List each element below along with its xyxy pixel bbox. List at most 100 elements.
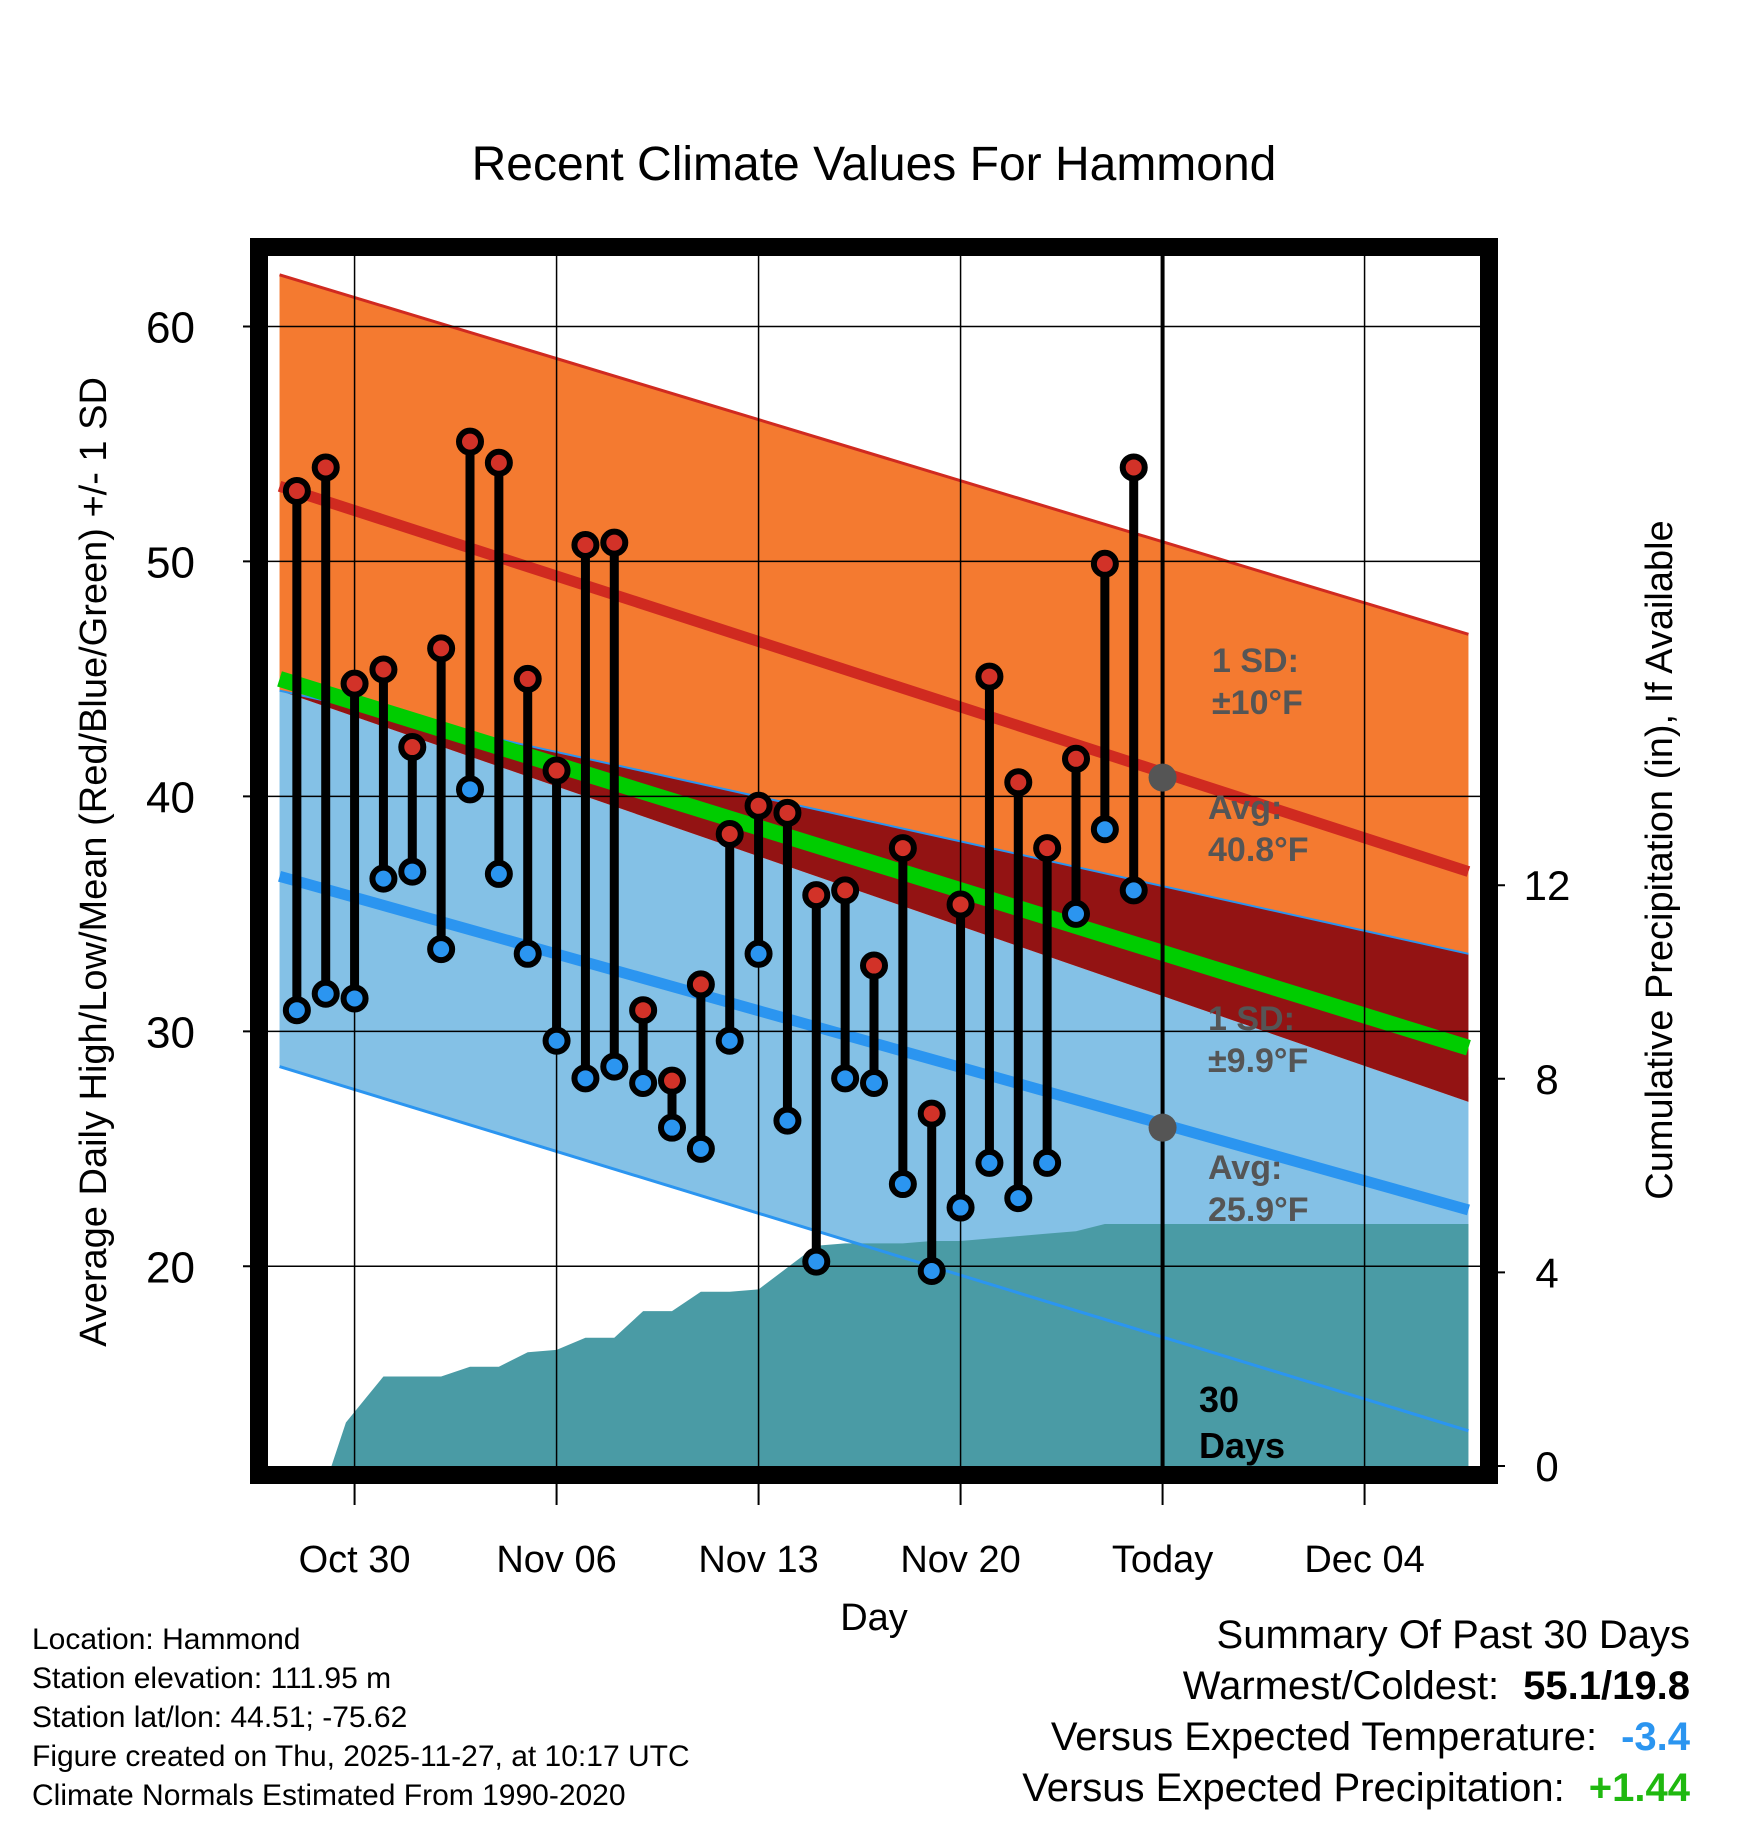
daily-high-point bbox=[427, 634, 456, 663]
normals-note: Climate Normals Estimated From 1990-2020 bbox=[32, 1779, 626, 1812]
daily-high-point bbox=[484, 448, 513, 477]
daily-high-point bbox=[1119, 453, 1148, 482]
daily-high-point bbox=[975, 662, 1004, 691]
daily-low-point bbox=[1090, 815, 1119, 844]
daily-high-point bbox=[513, 664, 542, 693]
daily-low-point bbox=[542, 1026, 571, 1055]
high-sd-label: 1 SD: bbox=[1212, 642, 1299, 680]
daily-low-point bbox=[658, 1113, 686, 1142]
low-avg-label: Avg: bbox=[1208, 1149, 1282, 1187]
summary-warm-cold-row: Warmest/Coldest: 55.1/19.8 bbox=[1022, 1661, 1690, 1712]
y-right-tick-label: 8 bbox=[1535, 1056, 1558, 1103]
daily-low-point bbox=[311, 979, 340, 1008]
summary-panel: Summary Of Past 30 Days Warmest/Coldest:… bbox=[1022, 1610, 1690, 1814]
high-normal-line bbox=[277, 481, 1471, 877]
precip-area bbox=[331, 1224, 1469, 1466]
daily-high-point bbox=[946, 890, 975, 919]
precip-anomaly-label: Versus Expected Precipitation: bbox=[1022, 1766, 1565, 1810]
daily-low-point bbox=[975, 1148, 1004, 1177]
temp-anomaly-value: -3.4 bbox=[1621, 1715, 1690, 1759]
daily-low-point bbox=[571, 1064, 600, 1093]
daily-high-point bbox=[340, 669, 369, 698]
daily-low-point bbox=[369, 864, 398, 893]
warm-cold-label: Warmest/Coldest: bbox=[1182, 1664, 1500, 1708]
daily-high-point bbox=[571, 530, 600, 559]
y-right-tick-label: 0 bbox=[1535, 1443, 1558, 1490]
daily-low-point bbox=[1033, 1148, 1062, 1177]
y-right-axis-title: Cumulative Precipitation (in), If Availa… bbox=[1639, 520, 1681, 1199]
daily-high-point bbox=[802, 881, 831, 910]
daily-low-point bbox=[744, 939, 773, 968]
high-avg-dot bbox=[1148, 763, 1177, 792]
daily-low-point bbox=[282, 996, 311, 1025]
daily-high-point bbox=[600, 528, 629, 557]
low-sd-value: ±9.9°F bbox=[1208, 1042, 1308, 1080]
location-text: Location: Hammond bbox=[32, 1623, 301, 1656]
daily-high-point bbox=[715, 819, 744, 848]
daily-low-point bbox=[484, 859, 513, 888]
daily-low-point bbox=[860, 1069, 888, 1098]
chart-title: Recent Climate Values For Hammond bbox=[472, 138, 1277, 191]
y-right-tick-label: 12 bbox=[1524, 862, 1571, 909]
daily-low-point bbox=[686, 1134, 715, 1163]
summary-precip-row: Versus Expected Precipitation: +1.44 bbox=[1022, 1763, 1690, 1814]
daily-low-point bbox=[773, 1106, 802, 1135]
y-tick-label: 30 bbox=[146, 1008, 195, 1057]
x-tick-label: Nov 20 bbox=[900, 1539, 1020, 1581]
y-tick-label: 40 bbox=[146, 773, 195, 822]
warm-cold-value: 55.1/19.8 bbox=[1523, 1664, 1690, 1708]
daily-low-point bbox=[946, 1193, 975, 1222]
daily-high-point bbox=[917, 1099, 946, 1128]
plot-frame bbox=[250, 238, 1498, 1484]
x-tick-label: Nov 13 bbox=[698, 1539, 818, 1581]
daily-low-point bbox=[398, 857, 427, 886]
daily-high-point bbox=[1004, 768, 1033, 797]
y-tick-label: 20 bbox=[146, 1243, 195, 1292]
y-axis-title: Average Daily High/Low/Mean (Red/Blue/Gr… bbox=[73, 377, 115, 1347]
low-sd-label: 1 SD: bbox=[1208, 1000, 1295, 1038]
temp-anomaly-label: Versus Expected Temperature: bbox=[1050, 1715, 1598, 1759]
high-avg-label: Avg: bbox=[1208, 789, 1282, 827]
y-tick-label: 50 bbox=[146, 538, 195, 587]
precip-anomaly-value: +1.44 bbox=[1588, 1766, 1690, 1810]
elevation-text: Station elevation: 111.95 m bbox=[32, 1662, 392, 1695]
daily-high-point bbox=[888, 834, 917, 863]
daily-low-point bbox=[802, 1247, 831, 1276]
daily-low-point bbox=[600, 1052, 629, 1081]
high-avg-value: 40.8°F bbox=[1208, 831, 1309, 869]
daily-high-point bbox=[282, 476, 311, 505]
station-info: Location: Hammond Station elevation: 111… bbox=[32, 1620, 690, 1815]
low-avg-value: 25.9°F bbox=[1208, 1191, 1309, 1229]
daily-high-point bbox=[831, 876, 860, 905]
daily-low-point bbox=[1004, 1184, 1033, 1213]
latlon-text: Station lat/lon: 44.51; -75.62 bbox=[32, 1701, 408, 1734]
daily-high-point bbox=[1090, 549, 1119, 578]
overlap-band bbox=[279, 690, 1469, 1102]
y-right-tick-label: 4 bbox=[1535, 1249, 1558, 1296]
x-tick-label: Oct 30 bbox=[299, 1539, 411, 1581]
mean-normal-line bbox=[277, 671, 1471, 1056]
daily-high-point bbox=[369, 655, 398, 684]
x-tick-label: Nov 06 bbox=[496, 1539, 616, 1581]
daily-low-point bbox=[888, 1170, 917, 1199]
daily-high-point bbox=[311, 453, 340, 482]
created-text: Figure created on Thu, 2025-11-27, at 10… bbox=[32, 1740, 690, 1773]
high-upper-sd-line bbox=[279, 273, 1469, 636]
daily-low-point bbox=[831, 1064, 860, 1093]
x-tick-label: Dec 04 bbox=[1304, 1539, 1424, 1581]
daily-high-point bbox=[629, 996, 658, 1025]
daily-high-point bbox=[686, 970, 715, 999]
daily-high-point bbox=[1033, 834, 1062, 863]
daily-low-point bbox=[513, 939, 542, 968]
daily-low-point bbox=[1062, 899, 1090, 928]
daily-low-point bbox=[340, 984, 369, 1013]
daily-high-point bbox=[744, 791, 773, 820]
daily-low-point bbox=[427, 935, 456, 964]
daily-low-point bbox=[456, 775, 484, 804]
summary-title: Summary Of Past 30 Days bbox=[1216, 1613, 1690, 1657]
days-word-label: Days bbox=[1199, 1425, 1285, 1466]
daily-high-point bbox=[542, 756, 571, 785]
y-tick-label: 60 bbox=[146, 303, 195, 352]
x-tick-label: Today bbox=[1112, 1539, 1213, 1581]
